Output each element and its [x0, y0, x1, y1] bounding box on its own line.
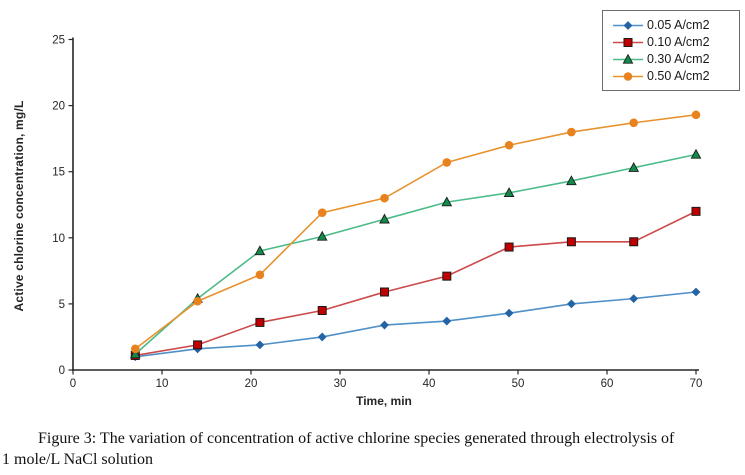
circle-marker-icon	[317, 208, 327, 217]
x-axis-title: Time, min	[356, 394, 412, 408]
diamond-marker-icon	[504, 308, 514, 318]
circle-marker-icon	[623, 71, 633, 81]
x-axis-tick-label: 0	[70, 378, 76, 390]
triangle-marker-icon	[254, 245, 266, 256]
square-marker-icon	[317, 306, 327, 316]
diamond-marker-icon	[623, 20, 633, 30]
triangle-marker-icon	[379, 213, 390, 224]
square-marker-icon	[629, 237, 639, 247]
triangle-marker-icon	[503, 187, 515, 198]
square-marker-icon	[193, 340, 203, 350]
triangle-marker-icon	[622, 53, 634, 64]
diamond-marker-icon	[567, 299, 576, 309]
square-marker-icon	[566, 237, 576, 247]
series-line	[135, 210, 697, 357]
circle-marker-icon	[380, 193, 389, 203]
circle-marker-icon	[567, 127, 576, 137]
square-marker-icon	[255, 317, 265, 327]
x-axis-tick-label: 50	[512, 378, 525, 390]
y-axis-tick-label: 5	[59, 299, 65, 311]
x-axis-tick-label: 60	[601, 378, 614, 390]
y-axis-tick-label: 25	[52, 35, 65, 47]
legend-item: 0.05 A/cm2	[613, 18, 733, 32]
diamond-marker-icon	[691, 287, 701, 297]
legend-key-sample	[613, 53, 643, 64]
y-axis-tick-label: 15	[52, 167, 65, 179]
series-line	[134, 114, 697, 350]
square-marker-icon	[623, 37, 633, 47]
legend-label: 0.30 A/cm2	[647, 52, 710, 66]
triangle-marker-icon	[628, 161, 640, 172]
y-axis-title: Active chlorine concentration, mg/L	[12, 100, 26, 312]
y-axis-tick-label: 10	[52, 233, 65, 245]
diamond-marker-icon	[317, 332, 327, 342]
legend-label: 0.05 A/cm2	[647, 18, 710, 32]
legend-key-sample	[613, 20, 643, 30]
circle-marker-icon	[442, 158, 452, 167]
chart-plot-area: 0 10 20 30 40 50 60 70 0 5 10 15 20 25	[52, 35, 703, 391]
triangle-marker-icon	[129, 348, 141, 359]
chart-legend: 0.05 A/cm2 0.10 A/cm2 0.30 A/cm2 0.50 A/cm2	[602, 10, 740, 91]
legend-item: 0.10 A/cm2	[613, 35, 733, 49]
square-marker-icon	[691, 206, 701, 216]
legend-item: 0.30 A/cm2	[613, 52, 733, 66]
square-marker-icon	[380, 287, 389, 297]
y-axis-tick-label: 0	[59, 365, 65, 377]
triangle-marker-icon	[441, 196, 453, 207]
circle-marker-icon	[193, 296, 202, 306]
circle-marker-icon	[255, 270, 265, 280]
legend-item: 0.50 A/cm2	[613, 69, 733, 83]
x-axis-tick-label: 10	[156, 378, 169, 390]
legend-key-sample	[613, 37, 643, 47]
triangle-marker-icon	[316, 230, 328, 241]
y-axis-tick-label: 20	[52, 101, 65, 113]
x-axis-tick-label: 30	[334, 378, 347, 390]
legend-label: 0.50 A/cm2	[647, 69, 710, 83]
circle-marker-icon	[131, 344, 140, 354]
x-axis-tick-label: 20	[245, 378, 258, 390]
legend-key-sample	[613, 71, 643, 81]
diamond-marker-icon	[629, 294, 639, 304]
x-axis-tick-label: 70	[690, 378, 703, 390]
diamond-marker-icon	[380, 320, 389, 330]
series-line	[134, 153, 697, 355]
triangle-marker-icon	[566, 175, 577, 186]
x-axis-tick-label: 40	[423, 378, 436, 390]
diamond-marker-icon	[255, 340, 265, 350]
figure-caption-line1: Figure 3: The variation of concentration…	[38, 430, 675, 447]
figure-caption-line2: 1 mole/L NaCl solution	[2, 451, 153, 468]
circle-marker-icon	[504, 140, 514, 150]
circle-marker-icon	[629, 118, 638, 128]
series-line	[135, 291, 697, 358]
figure-caption: Figure 3: The variation of concentration…	[2, 428, 742, 470]
square-marker-icon	[504, 242, 514, 252]
triangle-marker-icon	[690, 148, 702, 159]
legend-label: 0.10 A/cm2	[647, 35, 710, 49]
square-marker-icon	[442, 271, 452, 281]
circle-marker-icon	[691, 110, 701, 120]
diamond-marker-icon	[442, 316, 452, 326]
